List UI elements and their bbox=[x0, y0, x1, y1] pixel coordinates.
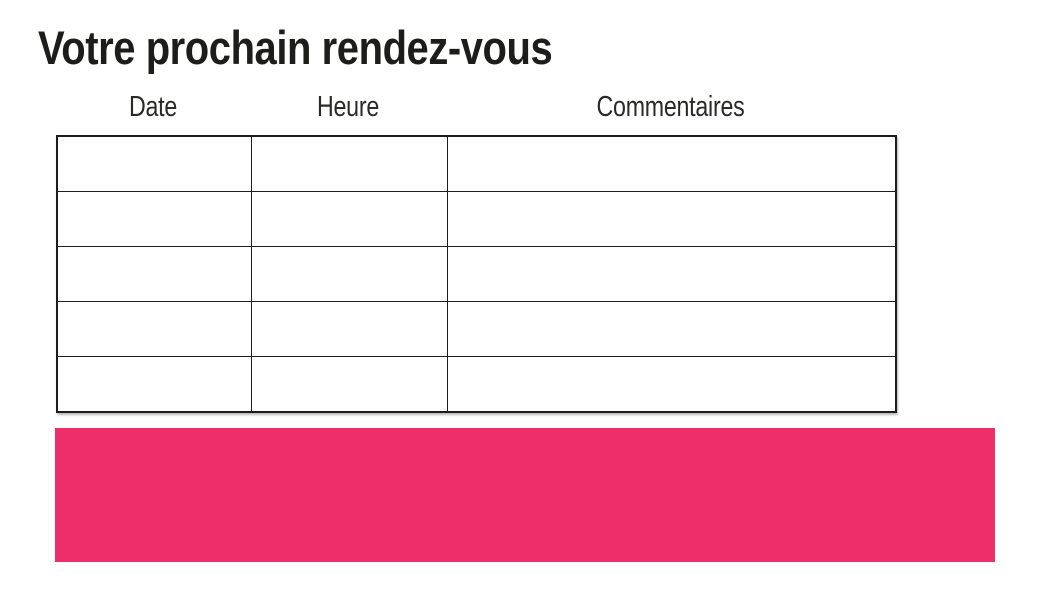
table-row bbox=[56, 356, 897, 413]
table-cell bbox=[250, 135, 448, 192]
table-cell bbox=[56, 356, 252, 413]
table-cell bbox=[250, 191, 448, 247]
table-cell bbox=[250, 246, 448, 302]
table-cell bbox=[446, 191, 897, 247]
table-cell bbox=[446, 356, 897, 413]
table-cell bbox=[446, 301, 897, 357]
appointments-table bbox=[56, 135, 897, 413]
table-cell bbox=[56, 246, 252, 302]
column-header-commentaires: Commentaires bbox=[596, 90, 745, 123]
page-title: Votre prochain rendez-vous bbox=[38, 21, 553, 74]
table-cell bbox=[56, 301, 252, 357]
column-header-date: Date bbox=[128, 90, 178, 123]
table-cell bbox=[250, 301, 448, 357]
table-row bbox=[56, 246, 897, 302]
table-row bbox=[56, 135, 897, 192]
pink-accent-bar bbox=[55, 428, 995, 562]
column-header-heure: Heure bbox=[317, 90, 379, 123]
table-cell bbox=[446, 135, 897, 192]
table-cell bbox=[250, 356, 448, 413]
table-cell bbox=[56, 135, 252, 192]
table-row bbox=[56, 301, 897, 357]
table-row bbox=[56, 191, 897, 247]
appointments-table-body bbox=[56, 135, 897, 413]
table-cell bbox=[446, 246, 897, 302]
table-cell bbox=[56, 191, 252, 247]
table-header-row: Date Heure Commentaires bbox=[56, 88, 895, 126]
